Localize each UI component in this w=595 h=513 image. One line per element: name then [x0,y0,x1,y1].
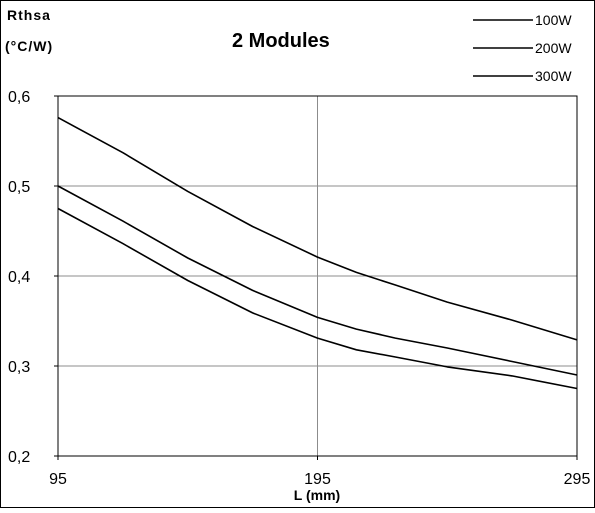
y-axis-label-line1: Rthsa [7,7,51,23]
x-tick-labels: 95 195 295 [49,456,590,488]
chart-title: 2 Modules [232,30,330,52]
y-tick-labels: 0,2 0,3 0,4 0,5 0,6 [8,89,58,466]
y-tick-label: 0,5 [8,179,30,196]
grid-lines [58,96,577,456]
y-tick-label: 0,4 [8,269,30,286]
y-tick-label: 0,3 [8,359,30,376]
legend: 100W 200W 300W [473,12,572,84]
x-tick-label: 195 [304,471,331,488]
legend-label-300w: 300W [535,68,572,84]
series-line-100w [57,116,578,341]
y-tick-label: 0,2 [8,449,30,466]
x-axis-label: L (mm) [294,487,340,503]
legend-label-200w: 200W [535,40,572,56]
x-tick-label: 95 [49,471,67,488]
y-tick-label: 0,6 [8,89,30,106]
y-axis-label-line2: (°C/W) [5,38,53,54]
series-line-300w [57,207,578,390]
series-line-200w [57,185,578,376]
x-tick-label: 295 [564,471,591,488]
series-lines [57,116,578,390]
legend-label-100w: 100W [535,12,572,28]
